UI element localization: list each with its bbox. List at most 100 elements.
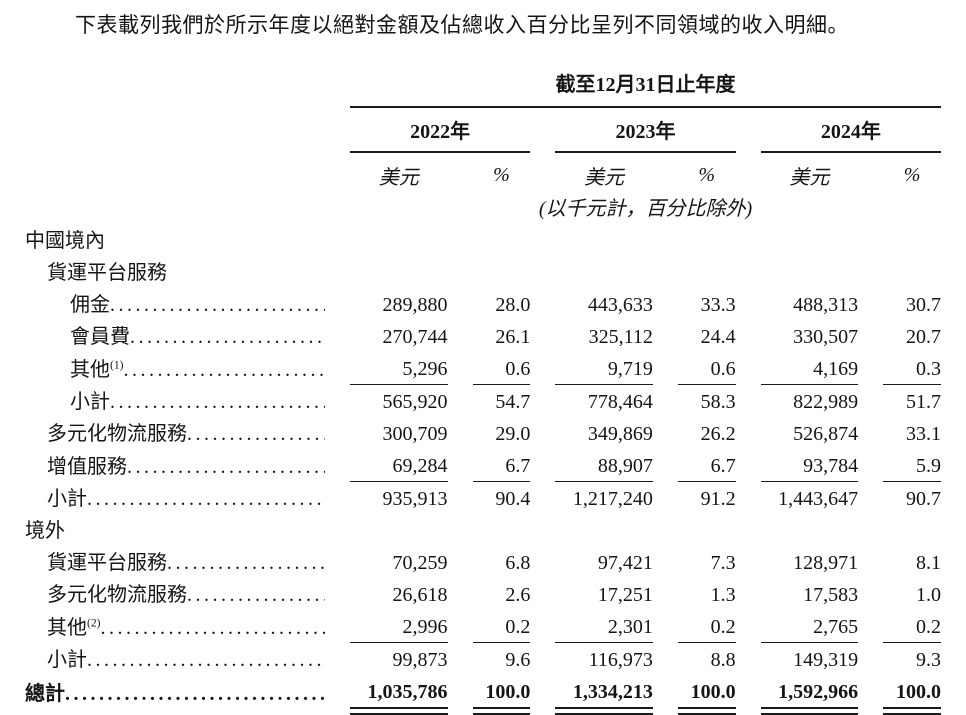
section-row: 中國境內: [25, 224, 941, 256]
value-cell: 289,880: [382, 294, 448, 316]
value-cell: 2.6: [505, 584, 531, 606]
table-row: 多元化物流服務.................................…: [25, 578, 941, 610]
table-row: 小計......................................…: [25, 385, 941, 417]
value-cell: 1,592,966: [760, 675, 859, 709]
pct-column-header-2022: %: [493, 164, 510, 186]
value-cell: 1,035,786: [350, 675, 448, 709]
value-cell: 17,251: [597, 584, 653, 606]
dot-leader: ........................................…: [87, 488, 325, 510]
dot-leader: ........................................…: [187, 584, 325, 606]
value-cell: [678, 514, 736, 546]
value-cell: 116,973: [588, 649, 653, 671]
value-cell: 6.7: [472, 449, 531, 482]
table-row: 佣金......................................…: [25, 288, 941, 320]
row-label: 多元化物流服務.................................…: [25, 417, 325, 449]
header-spacer: [25, 60, 325, 108]
value-cell: 70,259: [392, 552, 448, 574]
value-cell: 20.7: [906, 326, 941, 348]
row-label: 小計......................................…: [25, 385, 325, 417]
dot-leader: ........................................…: [110, 294, 325, 316]
value-cell: 33.3: [700, 294, 736, 316]
value-cell: [555, 256, 653, 288]
value-cell: 24.4: [700, 326, 736, 348]
period-header-row: 截至12月31日止年度: [25, 60, 941, 108]
double-rule-line: [760, 709, 859, 715]
row-label: 境外: [25, 520, 65, 542]
table-row: 多元化物流服務.................................…: [25, 417, 941, 449]
dot-leader: ........................................…: [123, 359, 325, 381]
value-cell: 100.0: [677, 675, 736, 709]
table-row: 其他(1)...................................…: [25, 352, 941, 385]
double-rule-line: [350, 709, 448, 715]
value-cell: 2,996: [350, 610, 448, 643]
value-cell: 28.0: [495, 294, 531, 316]
unit-header-row: 美元 % 美元 % 美元 %: [25, 153, 941, 190]
value-cell: 325,112: [588, 326, 653, 348]
dot-leader: ........................................…: [187, 423, 325, 445]
value-cell: 9.6: [505, 649, 531, 671]
section-row: 貨運平台服務: [25, 256, 941, 288]
value-cell: 565,920: [382, 391, 448, 413]
value-cell: 0.2: [677, 610, 736, 643]
value-cell: [678, 256, 736, 288]
document-page: 下表載列我們於所示年度以絕對金額及佔總收入百分比呈列不同領域的收入明細。 截至1…: [25, 13, 941, 715]
header-spacer: [25, 190, 325, 224]
value-cell: 93,784: [760, 449, 859, 482]
table-row: 貨運平台服務..................................…: [25, 546, 941, 578]
pct-column-header-2023: %: [698, 164, 716, 186]
value-cell: 9,719: [555, 352, 653, 385]
double-rule-line: [883, 709, 941, 715]
value-cell: 58.3: [700, 391, 736, 413]
value-cell: [761, 256, 859, 288]
value-cell: 149,319: [793, 649, 859, 671]
value-cell: 17,583: [803, 584, 859, 606]
double-rule-line: [677, 709, 736, 715]
value-cell: 349,869: [587, 423, 653, 445]
value-cell: [883, 224, 941, 256]
value-cell: 1,443,647: [778, 488, 859, 510]
value-cell: 5,296: [350, 352, 448, 385]
value-cell: 54.7: [495, 391, 531, 413]
dot-leader: ........................................…: [127, 456, 325, 478]
table-row: 總計......................................…: [25, 675, 941, 709]
value-cell: 6.8: [505, 552, 531, 574]
value-cell: 99,873: [392, 649, 448, 671]
pct-column-header-2024: %: [903, 164, 921, 186]
value-cell: 935,913: [382, 488, 448, 510]
header-spacer: [25, 153, 325, 190]
value-cell: [473, 514, 531, 546]
footnote-marker: (1): [110, 358, 124, 372]
value-cell: [678, 224, 736, 256]
value-cell: 330,507: [793, 326, 859, 348]
table-row: 小計......................................…: [25, 482, 941, 514]
table-row: 其他(2)...................................…: [25, 610, 941, 643]
year-header-2024: 2024年: [760, 108, 941, 153]
table-row: 增值服務....................................…: [25, 449, 941, 482]
row-label: 貨運平台服務: [47, 262, 167, 284]
value-cell: [761, 224, 859, 256]
table-row: 會員費.....................................…: [25, 320, 941, 352]
value-cell: 97,421: [597, 552, 653, 574]
dot-leader: ........................................…: [130, 326, 325, 348]
year-header-row: 2022年 2023年 2024年: [25, 108, 941, 153]
double-rule-line: [555, 709, 653, 715]
section-row: 境外: [25, 514, 941, 546]
dot-leader: ........................................…: [110, 391, 325, 413]
year-header-2023: 2023年: [555, 108, 736, 153]
dot-leader: ........................................…: [65, 683, 325, 705]
value-cell: 443,633: [587, 294, 653, 316]
value-cell: 270,744: [382, 326, 448, 348]
usd-column-header-2024: 美元: [789, 167, 830, 189]
value-cell: 526,874: [793, 423, 859, 445]
value-cell: 90.7: [906, 488, 941, 510]
value-cell: 100.0: [883, 675, 941, 709]
value-cell: [473, 224, 531, 256]
row-label: 佣金......................................…: [25, 288, 325, 320]
value-cell: 2,301: [555, 610, 653, 643]
unit-note-row: (以千元計，百分比除外): [25, 190, 941, 224]
value-cell: 26.1: [495, 326, 531, 348]
unit-note: (以千元計，百分比除外): [538, 198, 753, 220]
value-cell: 8.1: [916, 552, 941, 574]
row-label: 貨運平台服務..................................…: [25, 546, 325, 578]
double-rule-row: [25, 709, 941, 715]
